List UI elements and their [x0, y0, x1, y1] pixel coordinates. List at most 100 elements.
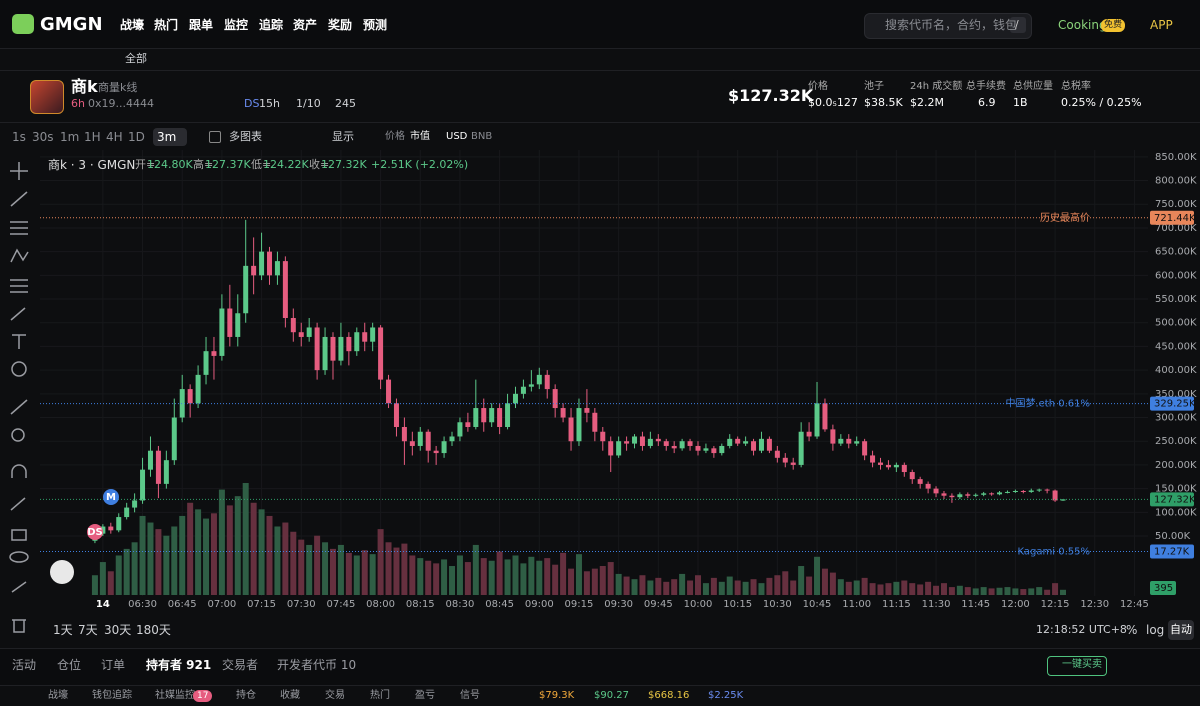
nav-item[interactable]: 跟单 [189, 18, 214, 32]
filter-all[interactable]: 全部 [125, 52, 147, 65]
candle-body [846, 438, 852, 444]
volume-bar [964, 587, 971, 595]
nav-item[interactable]: 资产 [293, 18, 318, 32]
candle-body [957, 494, 963, 498]
cooking[interactable]: Cooking [1058, 18, 1107, 32]
volume-bar [806, 576, 813, 595]
interval[interactable]: 1s [12, 130, 26, 144]
candle-body [719, 445, 725, 454]
tab[interactable]: 仓位 [57, 658, 82, 672]
volume-label-bg [1150, 581, 1176, 595]
logo-icon[interactable] [12, 14, 34, 34]
token-name: 商k [71, 77, 98, 96]
candle-body [743, 441, 749, 444]
multi-chart[interactable]: 多图表 [229, 130, 262, 143]
candle-body [576, 408, 582, 442]
ds-age: 15h [259, 97, 280, 110]
volume-bar [623, 576, 630, 595]
candle-body [870, 455, 876, 463]
volume-bar [441, 559, 448, 595]
price-toggle[interactable]: 价格 [385, 131, 405, 142]
nav-item[interactable]: 监控 [224, 18, 249, 32]
range[interactable]: 30天 [104, 623, 132, 637]
auto-toggle[interactable]: 自动 [1170, 623, 1192, 636]
clock: 12:18:52 UTC+8 [1036, 623, 1127, 636]
price-line-text: 中国梦.eth 0.61% [1005, 397, 1090, 410]
candle-body [259, 251, 265, 276]
y-tick-label: 500.00K [1155, 318, 1197, 329]
volume-bar [377, 529, 384, 595]
candle-body [386, 379, 392, 404]
candle-body [616, 441, 622, 456]
footer-item[interactable]: 盈亏 [415, 690, 435, 701]
volume-bar [647, 580, 654, 595]
candle-body [735, 438, 741, 444]
tab[interactable]: 订单 [101, 658, 126, 672]
quick-trade-btn[interactable] [1047, 656, 1107, 676]
quick-trade[interactable]: 一键买卖 [1062, 659, 1102, 670]
interval[interactable]: 30s [32, 130, 54, 144]
app-link[interactable]: APP [1150, 18, 1173, 32]
usd-toggle[interactable]: USD [446, 131, 468, 142]
bnb-toggle[interactable]: BNB [471, 131, 493, 142]
footer-item[interactable]: 收藏 [280, 690, 300, 701]
interval[interactable]: 1H [84, 130, 101, 144]
tab[interactable]: 交易者 [222, 658, 259, 672]
nav-item[interactable]: 预测 [363, 18, 388, 32]
display[interactable]: 显示 [332, 130, 354, 143]
legend-key: 高= [193, 158, 214, 171]
interval-active[interactable]: 3m [157, 130, 177, 144]
checkbox[interactable] [209, 131, 221, 143]
volume-bar [718, 581, 725, 595]
volume-bar [948, 587, 955, 595]
token-address[interactable]: 0x19...4444 [88, 97, 154, 110]
footer-price: $90.27 [594, 690, 629, 701]
candle-body [124, 507, 130, 518]
tab[interactable]: 开发者代币 10 [277, 658, 357, 672]
y-tick-label: 750.00K [1155, 199, 1197, 210]
footer-item[interactable]: 信号 [460, 690, 480, 701]
interval[interactable]: 4H [106, 130, 123, 144]
range[interactable]: 7天 [78, 623, 98, 637]
nav-item[interactable]: 热门 [154, 18, 179, 32]
volume-bar [575, 554, 582, 595]
tab[interactable]: 持有者 921 [146, 658, 212, 672]
volume-bar [560, 552, 567, 595]
footer-item[interactable]: 社媒监控 [155, 690, 195, 701]
volume-bar [726, 576, 733, 595]
nav-item[interactable]: 追踪 [259, 18, 284, 32]
range[interactable]: 180天 [136, 623, 171, 637]
nav-item[interactable]: 战壕 [120, 18, 145, 32]
candle-body [830, 429, 836, 444]
candle-body [290, 317, 296, 333]
footer-item[interactable]: 钱包追踪 [92, 690, 132, 701]
range[interactable]: 1天 [53, 623, 73, 637]
footer-item[interactable]: 持仓 [236, 690, 256, 701]
tab[interactable]: 活动 [12, 658, 37, 672]
logo-text[interactable]: GMGN [40, 14, 103, 35]
volume-bar [433, 563, 440, 595]
volume-bar [361, 550, 368, 595]
percent-toggle[interactable]: % [1126, 623, 1138, 637]
candle-body [727, 438, 733, 446]
search-box[interactable] [864, 13, 1032, 39]
footer-item[interactable]: 热门 [370, 690, 390, 701]
stat-value: 6.9 [978, 96, 996, 109]
footer-price: $2.25K [708, 690, 744, 701]
volume-bar [933, 585, 940, 595]
volume-bar [925, 581, 932, 595]
y-tick-label: 650.00K [1155, 247, 1197, 258]
footer-item[interactable]: 交易 [325, 690, 345, 701]
nav-item[interactable]: 奖励 [328, 18, 353, 32]
volume-bar [171, 526, 178, 595]
candle-body [854, 441, 860, 444]
interval[interactable]: 1m [60, 130, 80, 144]
mcap-toggle[interactable]: 市值 [410, 131, 430, 142]
log-toggle[interactable]: log [1146, 623, 1165, 637]
interval[interactable]: 1D [128, 130, 145, 144]
y-tick-label: 700.00K [1155, 223, 1197, 234]
candle-body [885, 464, 891, 468]
footer-item[interactable]: 战壕 [48, 690, 68, 701]
volume-bar [853, 580, 860, 595]
tabs-bar [0, 648, 1200, 686]
